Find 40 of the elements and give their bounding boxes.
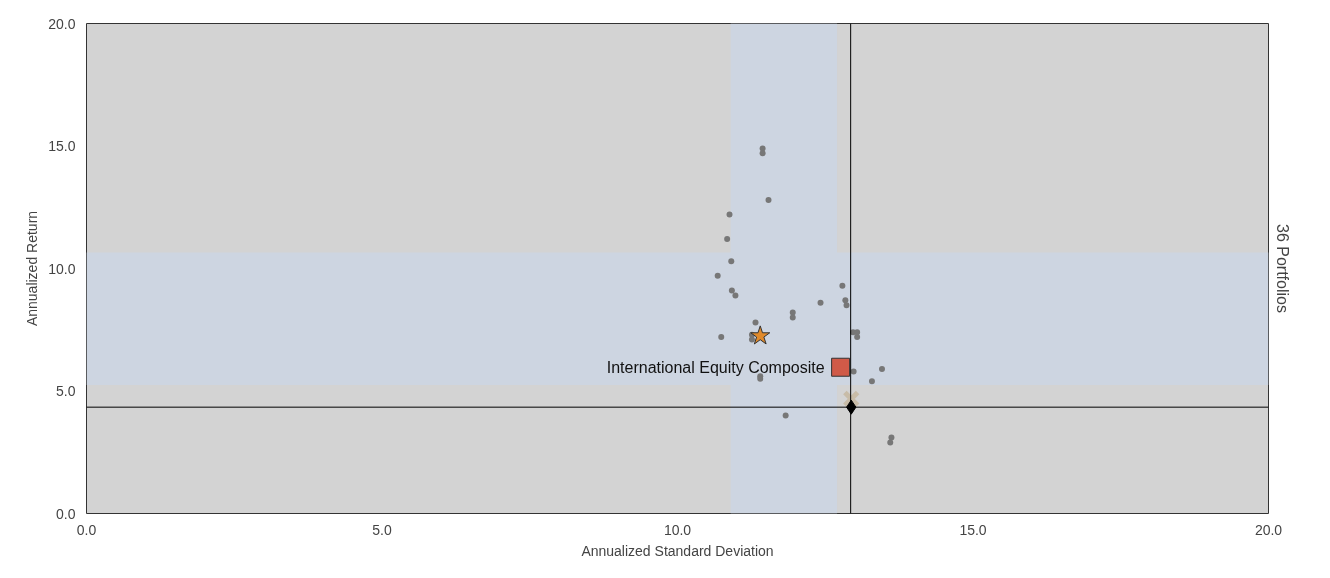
y-tick-label: 10.0 (48, 260, 76, 277)
point (854, 334, 861, 341)
x-tick-label: 20.0 (1254, 521, 1283, 538)
y-tick-label: 15.0 (48, 138, 76, 154)
point (714, 272, 721, 279)
x-axis-title: Annualized Standard Deviation (581, 542, 774, 559)
point (789, 309, 796, 316)
point (789, 314, 796, 321)
point (854, 329, 861, 336)
point (728, 258, 735, 265)
point (878, 365, 885, 372)
point (748, 336, 755, 343)
point (750, 325, 771, 345)
point (765, 196, 772, 203)
x-tick-label: 10.0 (663, 521, 692, 538)
y-tick-label: 0.0 (56, 505, 76, 522)
y-axis-title: Annualized Return (24, 210, 41, 327)
y-tick-label: 5.0 (56, 383, 76, 399)
y-tick-label: 20.0 (48, 15, 76, 32)
series-label: International Equity Composite (606, 358, 825, 376)
point (752, 319, 759, 326)
y2-axis-title: 36 Portfolios (1273, 224, 1291, 313)
point (817, 299, 824, 306)
point (850, 368, 857, 375)
x-tick-label: 5.0 (372, 521, 392, 538)
point (759, 150, 766, 157)
point (842, 297, 849, 304)
point (726, 211, 733, 218)
point (887, 439, 894, 446)
point (732, 292, 739, 299)
point (782, 412, 789, 419)
point (839, 282, 846, 289)
x-tick-label: 15.0 (959, 521, 987, 538)
point (831, 357, 851, 377)
point (868, 378, 875, 385)
point (718, 334, 725, 341)
point (724, 236, 731, 243)
point (728, 287, 735, 294)
point (843, 302, 850, 309)
x-tick-label: 0.0 (76, 521, 97, 538)
